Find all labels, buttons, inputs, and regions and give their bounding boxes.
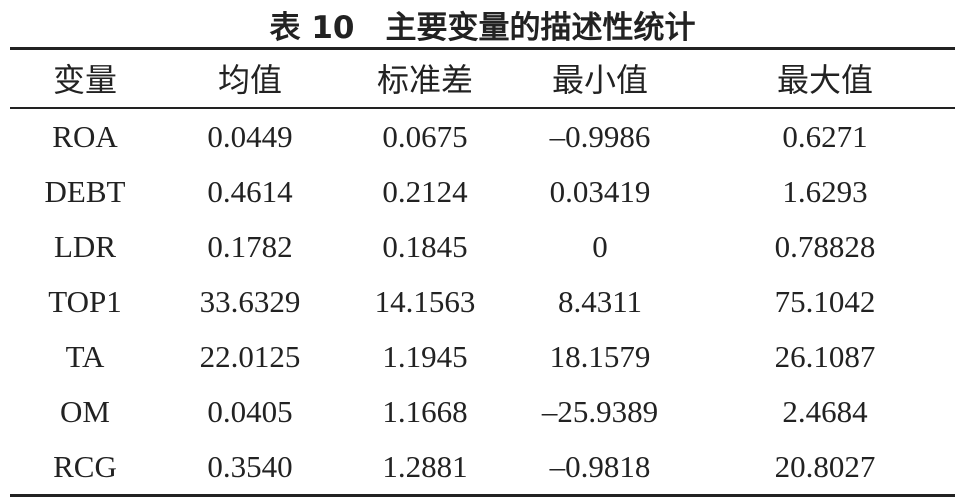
header-cell: 标准差 xyxy=(376,61,473,99)
value-cell: 33.6329 xyxy=(199,284,301,319)
variable-name: TA xyxy=(65,339,105,374)
value-cell: 75.1042 xyxy=(774,284,876,319)
value-cell: 0.0449 xyxy=(207,119,293,154)
variable-name: LDR xyxy=(54,229,116,264)
value-cell: 22.0125 xyxy=(199,339,301,374)
variable-name: RCG xyxy=(53,449,117,484)
value-cell: 0.1845 xyxy=(382,229,468,264)
value-cell: 14.1563 xyxy=(374,284,476,319)
value-cell: 0.2124 xyxy=(382,174,468,209)
variable-name: ROA xyxy=(52,119,118,154)
header-cell: 最小值 xyxy=(551,61,648,99)
value-cell: –0.9818 xyxy=(549,449,651,484)
value-cell: 0.4614 xyxy=(207,174,293,209)
value-cell: 0.1782 xyxy=(207,229,293,264)
header-cell: 均值 xyxy=(217,61,282,99)
bottom-rule xyxy=(10,494,955,497)
value-cell: 1.6293 xyxy=(782,174,868,209)
value-cell: 18.1579 xyxy=(549,339,651,374)
value-cell: 2.4684 xyxy=(782,394,868,429)
variable-name: TOP1 xyxy=(48,284,122,319)
value-cell: 1.2881 xyxy=(382,449,468,484)
header-rule xyxy=(10,107,955,109)
value-cell: 0.0675 xyxy=(382,119,468,154)
header-cell: 变量 xyxy=(52,61,117,99)
value-cell: 0 xyxy=(592,229,608,264)
variable-name: OM xyxy=(60,394,110,429)
value-cell: –0.9986 xyxy=(549,119,651,154)
value-cell: 20.8027 xyxy=(774,449,876,484)
value-cell: 0.03419 xyxy=(549,174,651,209)
value-cell: 8.4311 xyxy=(557,284,643,319)
top-rule xyxy=(10,47,955,50)
header-cell: 最大值 xyxy=(776,61,873,99)
value-cell: 0.6271 xyxy=(782,119,868,154)
value-cell: 26.1087 xyxy=(774,339,876,374)
value-cell: 0.0405 xyxy=(207,394,293,429)
value-cell: 0.78828 xyxy=(774,229,876,264)
value-cell: 1.1668 xyxy=(382,394,468,429)
value-cell: –25.9389 xyxy=(541,394,659,429)
value-cell: 0.3540 xyxy=(207,449,293,484)
value-cell: 1.1945 xyxy=(382,339,468,374)
variable-name: DEBT xyxy=(44,174,126,209)
table-title: 表 10 主要变量的描述性统计 xyxy=(269,10,696,46)
